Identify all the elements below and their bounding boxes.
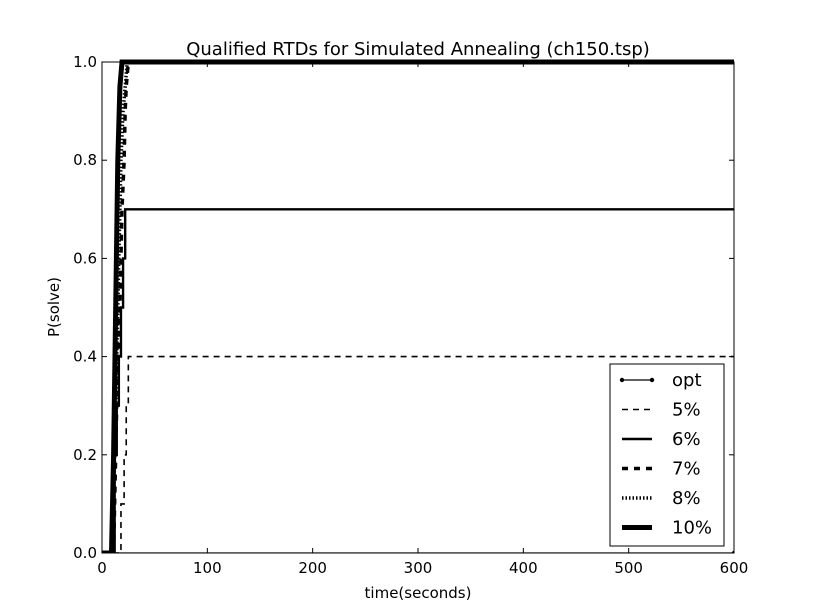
y-tick-label: 0.2 (73, 446, 97, 464)
legend-label: 10% (672, 518, 712, 539)
series-line-10pct (102, 59, 734, 553)
legend-label: opt (672, 370, 702, 391)
legend-label: 7% (672, 459, 701, 480)
y-axis-label: P(solve) (45, 277, 63, 337)
x-axis-label: time(seconds) (365, 584, 472, 602)
y-tick-label: 1.0 (73, 53, 97, 71)
legend: opt 5% 6% 7% 8% 10% (609, 363, 725, 547)
x-tick-label: 300 (404, 559, 433, 577)
axis-ticks: 0 100 200 300 400 500 600 0.0 0.2 0.4 0.6 0.8 1.0 (73, 53, 748, 577)
legend-marker (649, 377, 655, 383)
legend-label: 8% (672, 488, 701, 509)
y-tick-label: 0.4 (73, 348, 97, 366)
plot-area (102, 59, 734, 553)
chart-title: Qualified RTDs for Simulated Annealing (… (186, 39, 650, 60)
x-tick-label: 200 (298, 559, 327, 577)
legend-label: 5% (672, 400, 701, 421)
opt-point (731, 550, 734, 553)
y-tick-label: 0.8 (73, 151, 97, 169)
x-tick-label: 400 (509, 559, 538, 577)
x-tick-label: 0 (97, 559, 107, 577)
legend-marker (619, 377, 625, 383)
x-tick-label: 600 (720, 559, 749, 577)
y-tick-label: 0.0 (73, 544, 97, 562)
series-line-5pct (102, 355, 734, 553)
y-tick-label: 0.6 (73, 249, 97, 267)
x-tick-label: 500 (614, 559, 643, 577)
legend-box (609, 363, 725, 547)
legend-label: 6% (672, 429, 701, 450)
x-tick-label: 100 (193, 559, 222, 577)
